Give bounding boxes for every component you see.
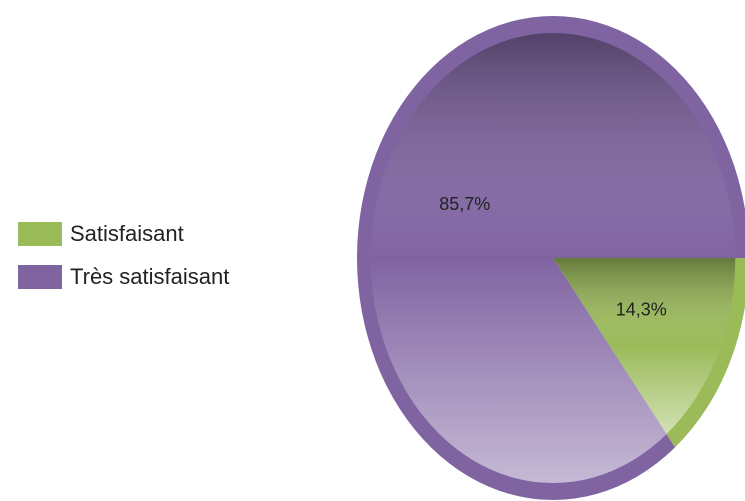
legend-text: Satisfaisant: [70, 221, 184, 246]
slice-label: 85,7%: [439, 194, 490, 214]
slice-label: 14,3%: [616, 299, 667, 319]
slice-shine: [553, 258, 736, 435]
legend-swatch: [18, 265, 62, 289]
slice-shine: [370, 32, 736, 484]
legend-swatch: [18, 222, 62, 246]
legend-text: Très satisfaisant: [70, 264, 229, 289]
